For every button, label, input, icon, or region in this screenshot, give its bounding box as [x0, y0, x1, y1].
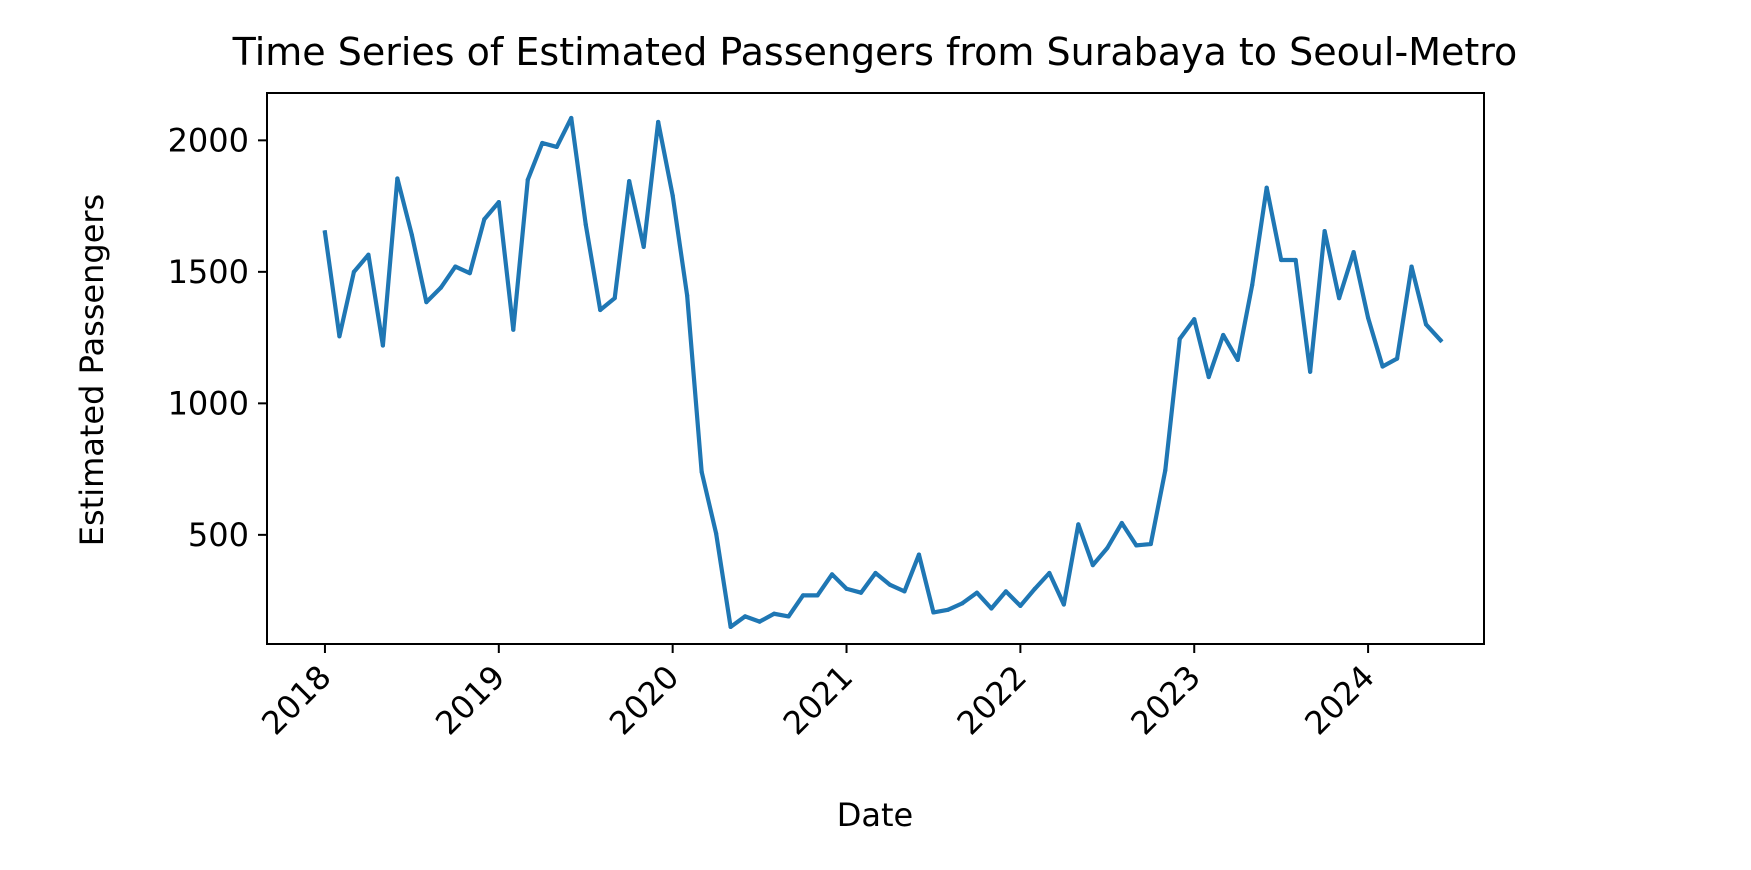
data-point — [496, 200, 501, 205]
data-point — [1148, 541, 1153, 547]
chart-title: Time Series of Estimated Passengers from… — [232, 30, 1518, 74]
x-tick-label: 2021 — [776, 658, 860, 742]
data-point — [612, 296, 617, 301]
data-point — [815, 593, 820, 598]
data-point — [1163, 468, 1168, 473]
data-point — [1177, 336, 1182, 342]
data-point — [569, 115, 574, 121]
data-point — [1279, 257, 1284, 263]
data-point — [858, 590, 864, 595]
data-point — [1192, 317, 1197, 322]
data-point — [757, 619, 762, 624]
x-tick-label: 2019 — [428, 658, 512, 742]
data-point — [1119, 520, 1124, 526]
data-point — [902, 589, 907, 594]
data-point — [641, 244, 646, 249]
data-point — [670, 193, 675, 198]
data-point — [424, 299, 429, 305]
data-point — [1351, 250, 1356, 255]
data-point — [960, 601, 965, 606]
data-point — [974, 590, 980, 595]
data-point — [989, 606, 994, 611]
data-point — [554, 144, 559, 150]
data-point — [1018, 603, 1023, 608]
plot-area — [266, 92, 1485, 645]
data-point — [728, 624, 733, 630]
y-tick-label: 2000 — [168, 121, 249, 159]
data-point — [1322, 228, 1327, 234]
data-point — [887, 582, 893, 587]
data-point — [1003, 589, 1008, 594]
data-point — [1047, 570, 1052, 576]
data-point — [1250, 282, 1255, 288]
data-point — [771, 611, 777, 616]
data-point — [931, 610, 936, 615]
y-tick-label: 1000 — [168, 384, 249, 422]
data-point — [1337, 296, 1342, 301]
data-point — [873, 570, 878, 576]
x-axis: 2018 2019 2020 2021 2022 2023 2024 — [254, 644, 1382, 742]
data-point — [945, 607, 951, 612]
data-point — [337, 334, 342, 339]
data-point — [844, 586, 849, 591]
data-point — [511, 327, 516, 332]
x-axis-label: Date — [837, 796, 913, 834]
data-point — [800, 593, 806, 598]
data-point — [627, 179, 632, 184]
data-point — [1438, 338, 1443, 343]
data-point — [583, 222, 588, 227]
data-point — [1394, 356, 1400, 361]
y-tick-label: 500 — [188, 516, 249, 554]
data-point — [699, 469, 704, 474]
data-point — [1032, 586, 1037, 591]
data-point — [1380, 364, 1385, 369]
data-point — [1235, 357, 1240, 363]
x-tick-label: 2018 — [254, 658, 338, 742]
data-point — [1206, 374, 1211, 380]
x-tick-label: 2022 — [950, 658, 1034, 742]
data-point — [395, 176, 400, 181]
data-point — [786, 614, 791, 619]
data-point — [685, 293, 690, 298]
data-point — [829, 572, 835, 577]
y-axis-label: Estimated Passengers — [73, 194, 111, 546]
x-tick-label: 2023 — [1123, 658, 1207, 742]
data-point — [540, 140, 545, 146]
data-point — [1105, 545, 1110, 551]
data-point — [482, 217, 487, 222]
y-tick-label: 1500 — [168, 253, 249, 291]
data-point — [743, 614, 748, 619]
x-tick-label: 2020 — [602, 658, 686, 742]
data-point — [1221, 332, 1226, 338]
data-point — [438, 285, 443, 290]
data-point — [366, 252, 371, 257]
data-point — [1090, 563, 1095, 568]
data-point — [656, 119, 661, 125]
data-point — [351, 269, 357, 274]
data-point — [409, 232, 414, 238]
data-point — [1308, 369, 1313, 374]
data-point — [1293, 257, 1298, 263]
data-point — [1134, 543, 1139, 548]
data-point — [1366, 315, 1371, 320]
data-point — [1061, 602, 1066, 607]
data-point — [916, 552, 922, 557]
data-point — [380, 343, 385, 348]
y-axis: 500 1000 1500 2000 — [168, 121, 267, 554]
data-point — [467, 271, 472, 276]
data-point — [1264, 185, 1269, 190]
data-point — [525, 177, 530, 182]
x-tick-label: 2024 — [1297, 658, 1381, 742]
data-point — [1423, 322, 1429, 327]
data-point — [598, 307, 603, 313]
data-point — [714, 531, 719, 536]
data-point — [453, 264, 458, 269]
series-line — [322, 115, 1444, 630]
data-point — [1076, 522, 1081, 527]
data-point — [1409, 264, 1414, 269]
data-point — [322, 230, 328, 235]
plot-frame — [266, 92, 1485, 645]
